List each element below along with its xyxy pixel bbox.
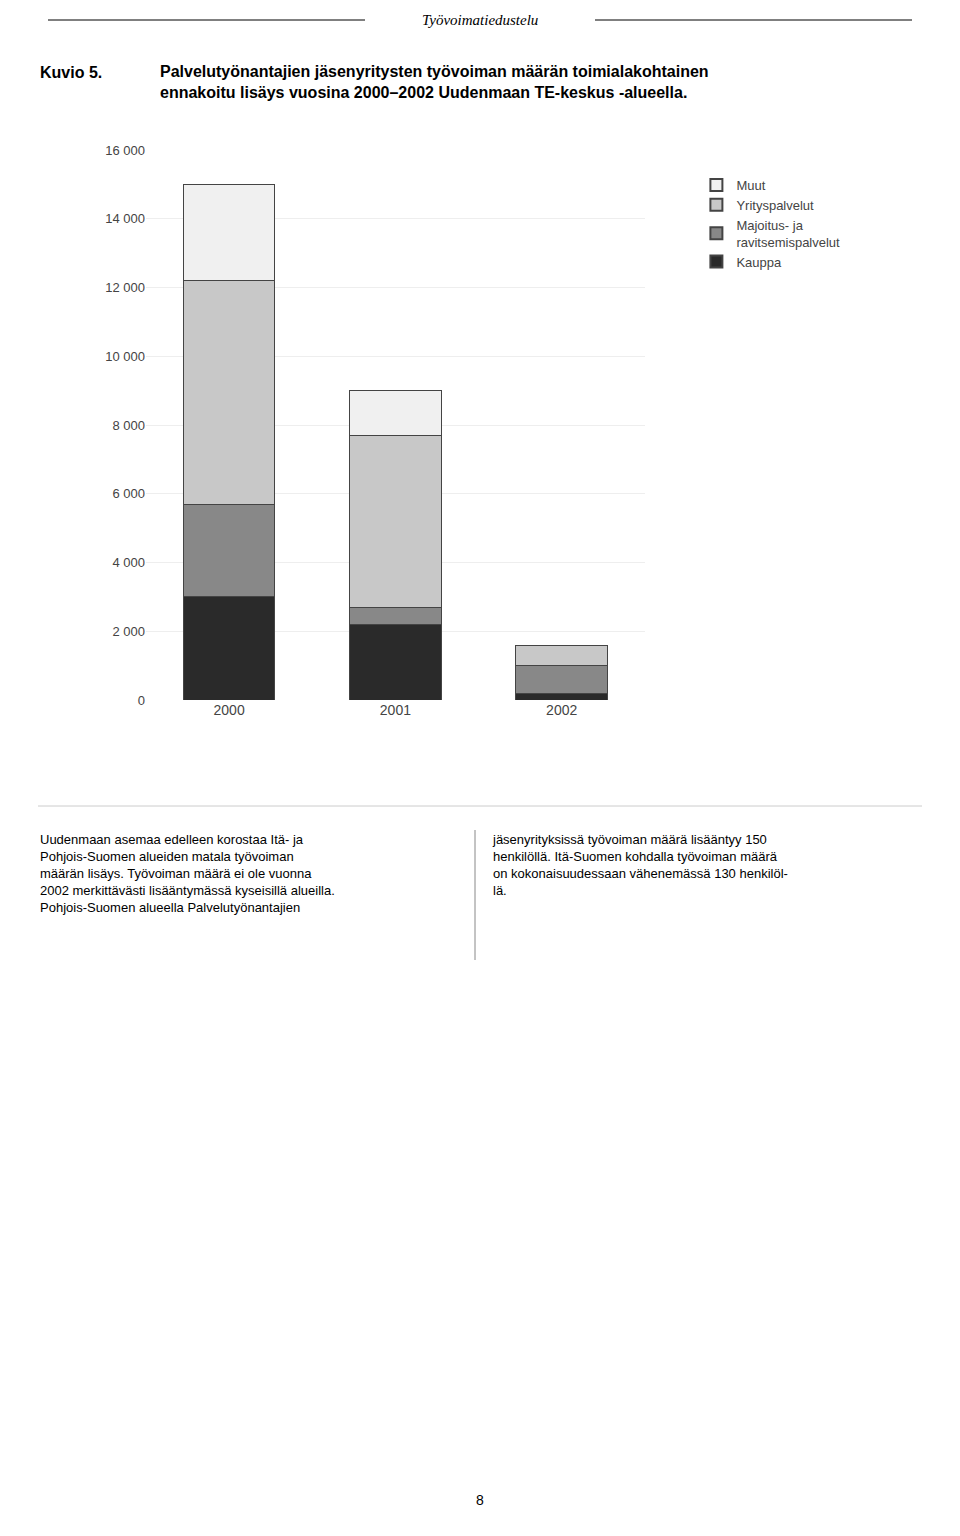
svg-text:4 000: 4 000 [112, 555, 145, 570]
svg-text:Palvelutyönantajien jäsenyrity: Palvelutyönantajien jäsenyritysten työvo… [160, 63, 709, 101]
svg-text:14 000: 14 000 [105, 211, 145, 226]
svg-text:Kuvio 5.: Kuvio 5. [40, 64, 102, 81]
svg-text:Uudenmaan asemaa edelleen koro: Uudenmaan asemaa edelleen korostaa Itä- … [40, 832, 335, 915]
svg-text:12 000: 12 000 [105, 280, 145, 295]
svg-text:2002: 2002 [546, 702, 577, 718]
svg-text:Majoitus- jaravitsemispalvelut: Majoitus- jaravitsemispalvelut [736, 218, 840, 250]
svg-text:0: 0 [138, 693, 145, 708]
svg-text:Työvoimatiedustelu: Työvoimatiedustelu [422, 12, 538, 28]
svg-text:2000: 2000 [214, 702, 245, 718]
svg-text:6 000: 6 000 [112, 486, 145, 501]
svg-text:2 000: 2 000 [112, 624, 145, 639]
svg-text:Yrityspalvelut: Yrityspalvelut [736, 198, 814, 213]
svg-text:jäsenyrityksissä työvoiman mää: jäsenyrityksissä työvoiman määrä lisäänt… [492, 832, 788, 898]
svg-text:16 000: 16 000 [105, 143, 145, 158]
svg-text:8: 8 [476, 1492, 484, 1508]
svg-text:Muut: Muut [736, 178, 765, 193]
svg-text:10 000: 10 000 [105, 349, 145, 364]
svg-text:Kauppa: Kauppa [736, 255, 782, 270]
svg-text:8 000: 8 000 [112, 418, 145, 433]
svg-text:2001: 2001 [380, 702, 411, 718]
